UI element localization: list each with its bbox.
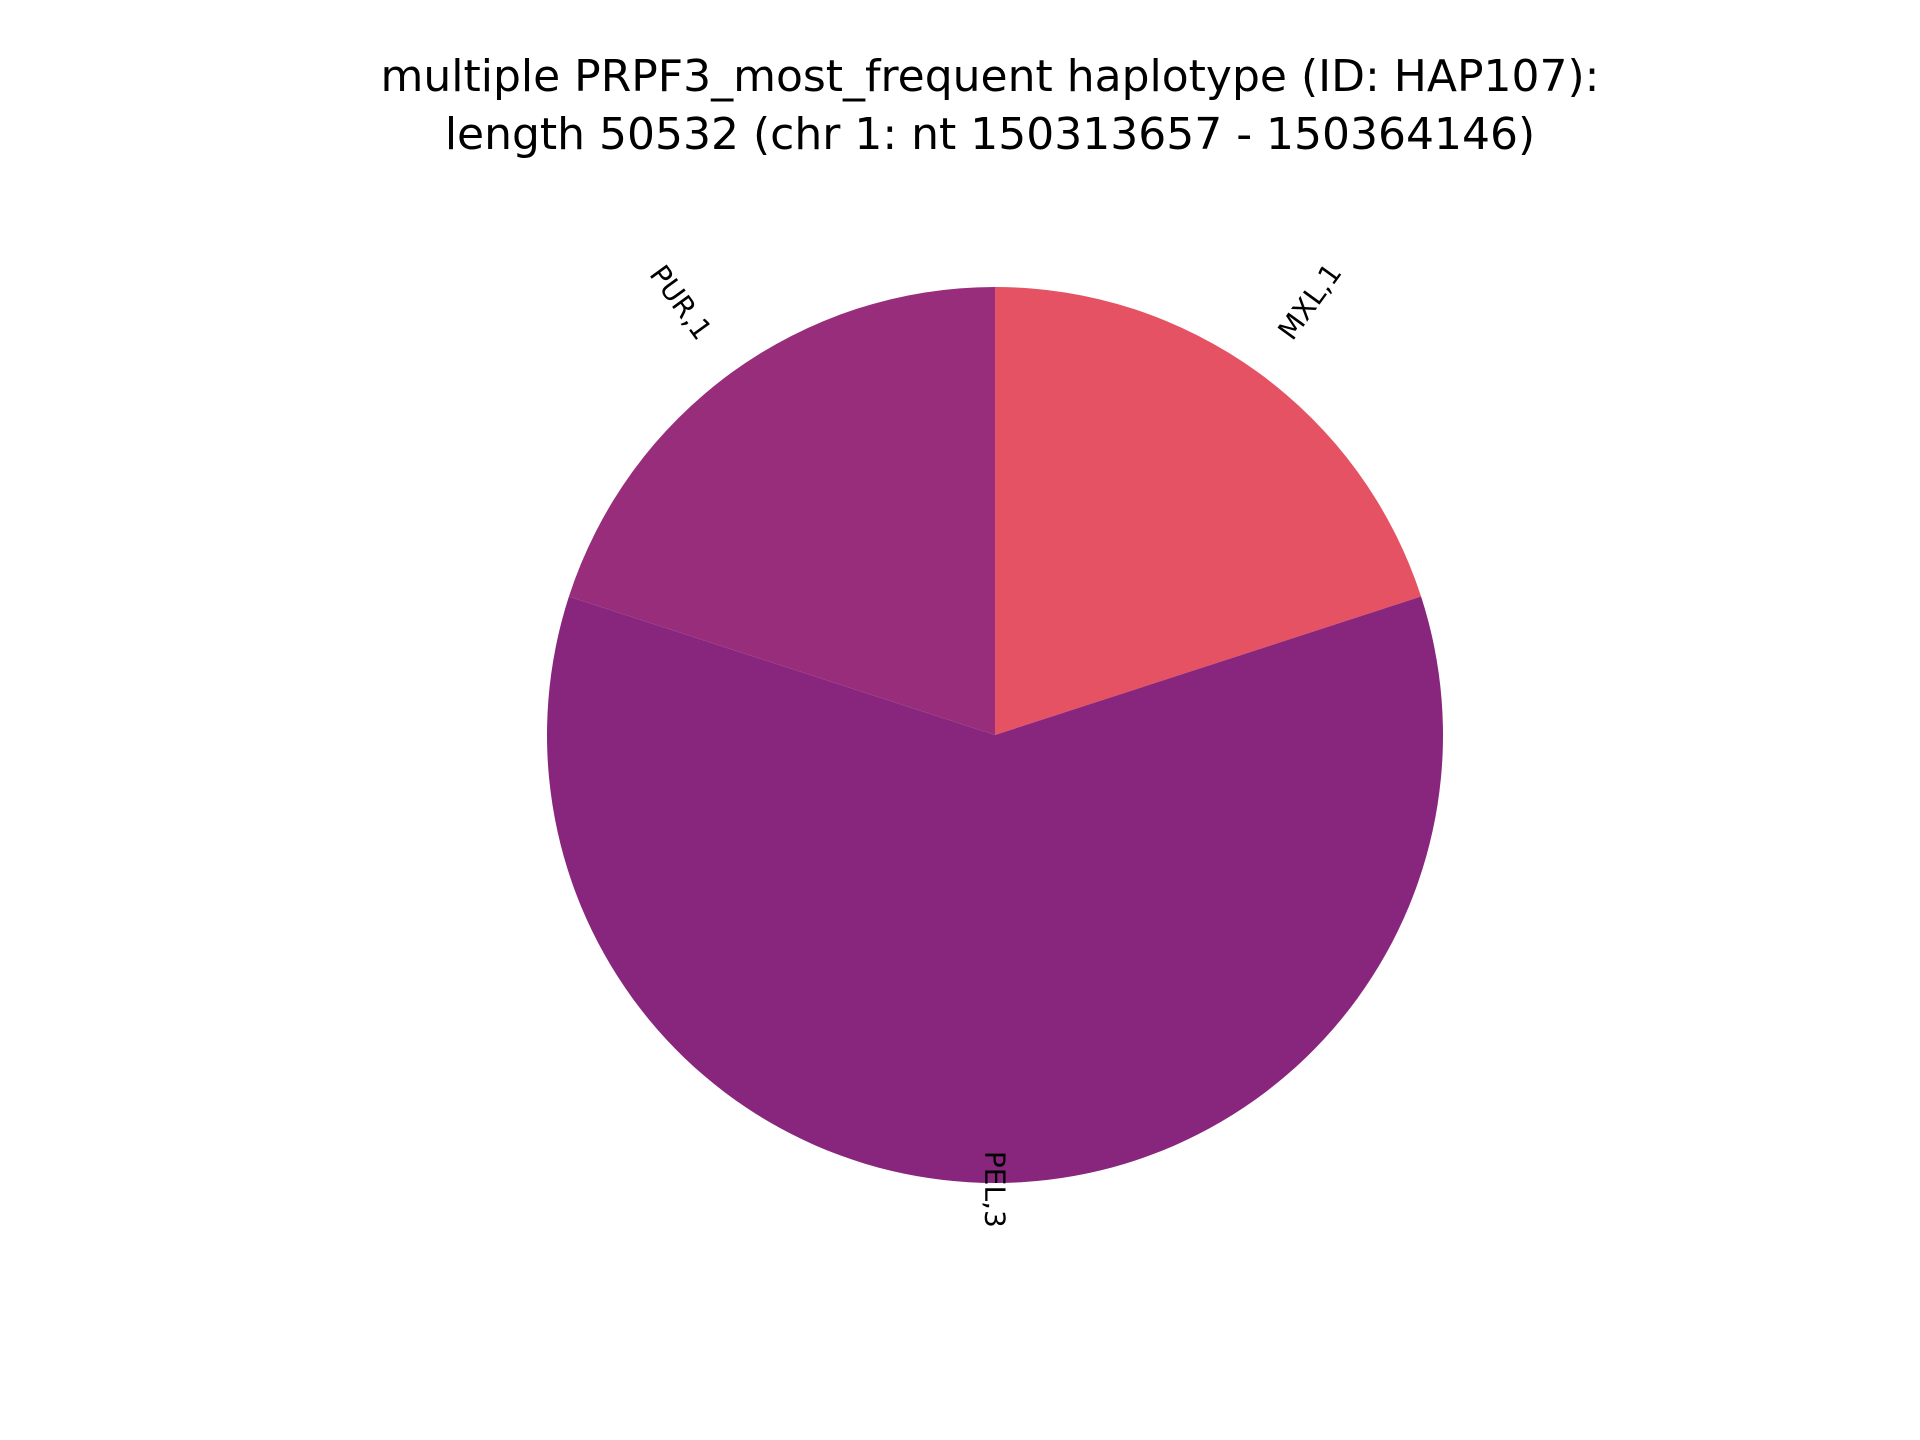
- chart-title-line-2: length 50532 (chr 1: nt 150313657 - 1503…: [444, 109, 1536, 160]
- chart-title: multiple PRPF3_most_frequent haplotype (…: [0, 48, 1920, 164]
- slice-label-pel: PEL,3: [979, 1151, 1012, 1228]
- pie-slice-pel: [547, 596, 1443, 1183]
- pie-slices: [547, 287, 1443, 1183]
- slice-label-pur: PUR,1: [643, 259, 719, 346]
- pie-slice-pur: [568, 287, 995, 735]
- pie-slice-mxl: [995, 287, 1422, 735]
- slice-label-mxl: MXL,1: [1271, 257, 1348, 346]
- chart-title-line-1: multiple PRPF3_most_frequent haplotype (…: [380, 51, 1600, 102]
